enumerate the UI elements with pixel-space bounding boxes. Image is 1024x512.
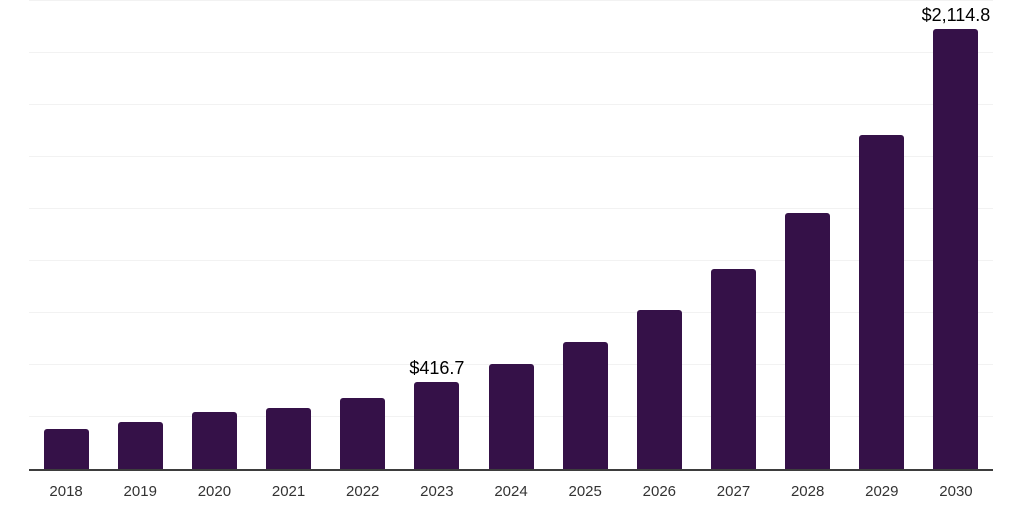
bar-slot [103,1,177,469]
gridline [29,260,993,261]
bar [785,213,831,469]
bar [43,429,89,469]
bar-slot [696,1,770,469]
x-axis-label: 2025 [568,483,602,500]
bar-slot [29,1,103,469]
bar [340,397,386,469]
bar-series: $416.7 $2,114.8 [29,1,993,469]
bar-slot [548,1,622,469]
bar-slot [326,1,400,469]
x-axis-label: 2020 [197,483,232,500]
x-axis-label: 2027 [716,483,751,500]
plot-area: $416.7 $2,114.8 [29,0,993,471]
gridline [29,156,993,158]
x-axis-labels: 2018 2019 2020 2021 2022 2023 2024 2025 2026 2027… [29,471,993,500]
bar-slot [177,1,251,469]
gridline [29,208,993,209]
bar [859,134,905,469]
gridline [29,52,993,53]
bar-value-label: $416.7 [409,358,465,379]
bar [636,310,682,469]
bar-slot [251,1,325,469]
x-axis-label: 2026 [642,483,677,500]
bar [562,341,608,469]
x-axis-label: 2024 [494,483,528,500]
gridline [29,312,993,314]
x-axis-label: 2018 [49,483,83,500]
bar: $416.7 [409,359,464,469]
bar [266,408,312,469]
x-axis-label: 2030 [939,483,973,500]
bar: $2,114.8 [922,6,990,469]
gridline [29,104,993,105]
x-axis-label: 2023 [420,483,454,500]
bar [117,422,163,469]
bar-slot [622,1,696,469]
bar-slot [771,1,845,469]
x-axis-label: 2022 [346,483,380,500]
x-axis-label: 2019 [123,483,157,500]
x-axis-line [29,469,993,471]
x-axis-label: 2029 [865,483,899,500]
bar-slot [474,1,548,469]
bar [710,269,756,469]
x-axis-label: 2028 [790,483,825,500]
bar-slot [845,1,919,469]
bar-slot: $416.7 [400,1,474,469]
bar-value-label: $2,114.8 [921,5,991,26]
x-axis-label: 2021 [271,483,306,500]
bar [488,364,534,469]
gridline [29,0,993,1]
bar [191,411,237,469]
bar-slot: $2,114.8 [919,1,993,469]
